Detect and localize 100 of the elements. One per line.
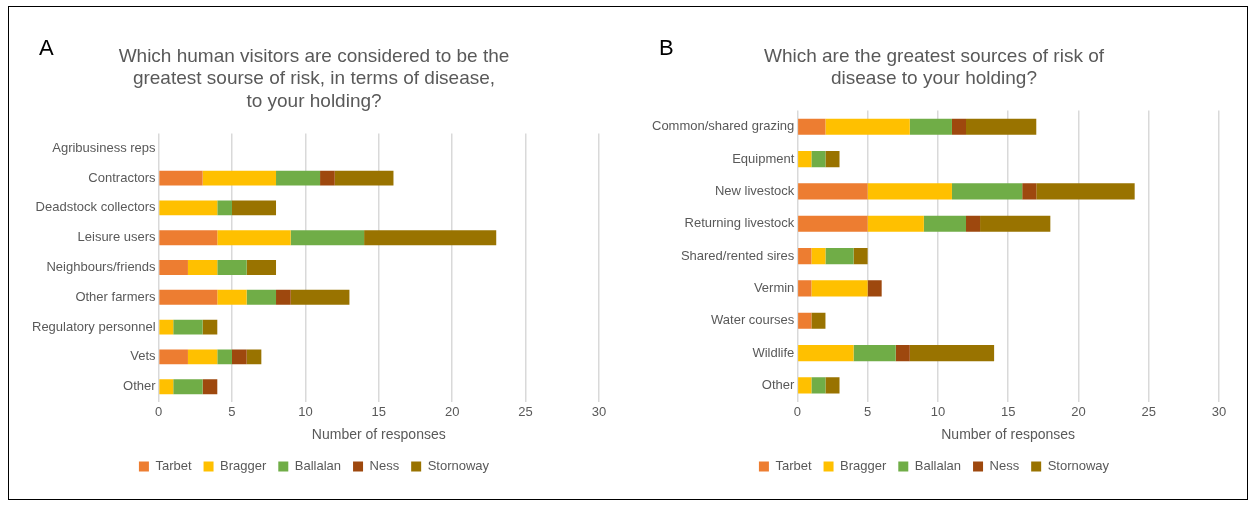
y-tick-label: Contractors [88, 169, 157, 185]
bar [202, 379, 218, 395]
x-tick-label: 25 [518, 403, 533, 419]
bar [895, 345, 910, 362]
bar [246, 349, 262, 365]
y-tick-label: Leisure users [77, 229, 157, 245]
y-tick-label: New livestock [714, 183, 795, 199]
bar [276, 170, 321, 186]
bar [1036, 183, 1135, 200]
x-tick-label: 30 [591, 403, 607, 419]
bar [923, 215, 967, 232]
x-tick-label: 15 [371, 403, 387, 419]
bar [811, 312, 826, 329]
x-tick-label: 25 [1141, 403, 1156, 419]
bar [811, 280, 868, 297]
y-tick-label: Vermin [753, 280, 795, 296]
bar [217, 349, 232, 365]
bar [173, 379, 203, 395]
legend-label: Ballalan [914, 458, 962, 474]
y-tick-label: Equipment [732, 150, 795, 166]
bar [246, 289, 277, 305]
legend-label: Bragger [220, 458, 267, 474]
bar [798, 215, 868, 232]
y-tick-label: Vets [130, 348, 157, 364]
bar [980, 215, 1051, 232]
bar [867, 183, 952, 200]
bar [825, 377, 840, 394]
y-tick-label: Other [761, 377, 796, 393]
bar [811, 151, 826, 168]
bar [187, 260, 218, 275]
bar [909, 118, 952, 135]
bar [231, 200, 277, 216]
bar [853, 248, 868, 265]
bar [1022, 183, 1037, 200]
bar [798, 312, 812, 329]
bar [217, 230, 291, 246]
bar [334, 170, 394, 186]
bar [909, 345, 995, 362]
bar [798, 280, 812, 297]
bar [217, 289, 247, 305]
text: A [39, 35, 54, 61]
bar [966, 215, 981, 232]
legend-label: Bragger [840, 458, 887, 474]
x-axis-title: Number of responses [941, 426, 1076, 443]
x-tick-label: 15 [1000, 403, 1016, 419]
bar [290, 230, 365, 246]
bar [276, 289, 291, 305]
bar [966, 118, 1037, 135]
legend-label: Ballalan [294, 458, 342, 474]
bar [798, 345, 854, 362]
y-tick-label: Water courses [711, 312, 795, 328]
legend-label: Tarbet [775, 458, 812, 474]
bar [202, 170, 277, 186]
bar [159, 319, 174, 335]
bar [217, 200, 232, 216]
bar [798, 183, 868, 200]
bar [798, 248, 812, 265]
bar [202, 319, 218, 335]
bar [159, 349, 188, 365]
bar [159, 260, 188, 275]
y-tick-label: Deadstock collectors [35, 199, 157, 215]
bar [867, 215, 924, 232]
x-tick-label: 10 [930, 403, 946, 419]
legend-label: Tarbet [155, 458, 192, 474]
bar [217, 260, 247, 275]
y-tick-label: Wildlife [752, 344, 795, 360]
y-tick-label: Common/shared grazing [651, 118, 795, 134]
y-tick-label: Other farmers [75, 288, 157, 304]
bar [867, 280, 882, 297]
bar [798, 118, 826, 135]
x-tick-label: 5 [864, 403, 872, 419]
y-tick-label: Returning livestock [684, 215, 795, 231]
x-tick-label: 30 [1211, 403, 1227, 419]
bar [825, 118, 910, 135]
bar [811, 377, 826, 394]
bar [853, 345, 896, 362]
bar [246, 260, 277, 275]
bar [320, 170, 335, 186]
bar [811, 248, 826, 265]
y-tick-label: Shared/rented sires [680, 247, 795, 263]
bar [187, 349, 218, 365]
bar [825, 151, 840, 168]
x-tick-label: 0 [154, 403, 163, 419]
x-tick-label: 5 [228, 403, 236, 419]
x-axis-title: Number of responses [311, 426, 446, 443]
legend-label: Ness [989, 458, 1020, 474]
y-tick-label: Neighbours/friends [46, 259, 157, 275]
bar [173, 319, 203, 335]
bar [159, 289, 218, 305]
bar [159, 379, 174, 395]
y-tick-label: Other [123, 378, 157, 394]
x-tick-label: 20 [444, 403, 460, 419]
bar [798, 151, 812, 168]
x-tick-label: 20 [1071, 403, 1086, 419]
bar [951, 183, 1023, 200]
bar [231, 349, 247, 365]
bar [364, 230, 497, 246]
y-tick-label: Regulatory personnel [32, 318, 156, 334]
bar [798, 377, 812, 394]
bar [159, 170, 203, 186]
